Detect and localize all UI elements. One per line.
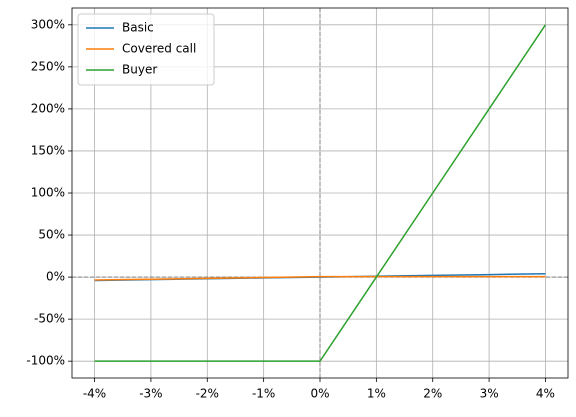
y-tick-label: 250% [31,59,65,73]
legend-label: Buyer [122,63,157,77]
x-tick-label: -1% [252,387,275,401]
legend-label: Basic [122,21,154,35]
y-tick-label: 300% [31,17,65,31]
legend: Basic Covered call Buyer [77,13,215,86]
legend-box [77,13,215,86]
y-tick-label: 50% [38,228,65,242]
y-tick-label: 150% [31,143,65,157]
plot-frame [71,7,569,379]
y-tick-label: -100% [26,354,65,368]
x-tick-label: 2% [423,387,442,401]
y-tick-label: 0% [46,270,65,284]
x-tick-label: 0% [310,387,329,401]
y-tick-label: -50% [34,312,65,326]
x-tick-label: -3% [139,387,162,401]
x-tick-label: -4% [83,387,106,401]
x-tick-label: 3% [480,387,499,401]
x-tick-label: 4% [536,387,555,401]
x-tick-label: -2% [196,387,219,401]
series-line [94,24,547,362]
y-tick-label: 100% [31,186,65,200]
legend-label: Covered call [122,42,196,56]
x-tick-label: 1% [367,387,386,401]
series-line [94,275,546,281]
y-tick-label: 200% [31,101,65,115]
